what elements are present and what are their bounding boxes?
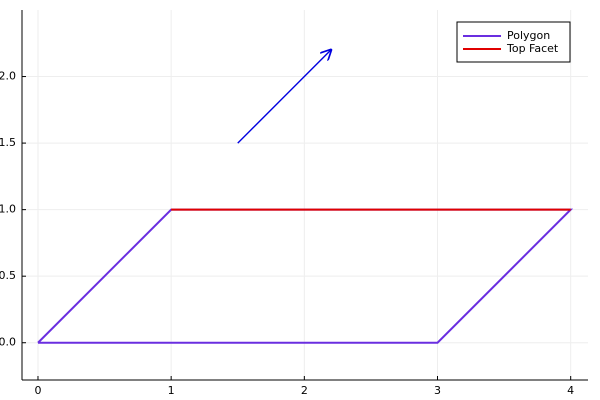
x-tick-label: 4: [567, 384, 574, 397]
y-tick-label: 0.0: [0, 336, 16, 349]
y-tick-label: 2.0: [0, 70, 16, 83]
x-tick-label: 0: [34, 384, 41, 397]
y-tick-label: 0.5: [0, 269, 16, 282]
x-tick-label: 1: [168, 384, 175, 397]
y-tick-label: 1.5: [0, 136, 16, 149]
legend-box: [456, 21, 571, 63]
arrow: [237, 50, 331, 144]
legend-label: Top Facet: [506, 42, 559, 55]
y-tick-label: 1.0: [0, 203, 16, 216]
x-tick-label: 2: [301, 384, 308, 397]
x-tick-label: 3: [434, 384, 441, 397]
legend-label: Polygon: [507, 29, 550, 42]
